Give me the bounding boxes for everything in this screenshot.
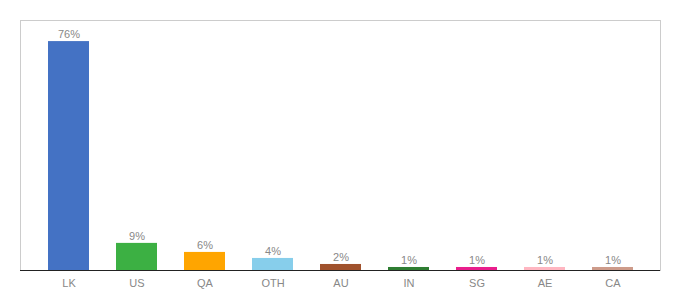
svg-text:1%: 1% xyxy=(401,254,417,266)
svg-text:IN: IN xyxy=(404,277,415,289)
svg-text:4%: 4% xyxy=(265,245,281,257)
svg-text:76%: 76% xyxy=(58,28,80,40)
svg-text:SG: SG xyxy=(469,277,485,289)
svg-text:LK: LK xyxy=(62,277,76,289)
svg-text:9%: 9% xyxy=(129,230,145,242)
svg-text:1%: 1% xyxy=(605,254,621,266)
svg-text:2%: 2% xyxy=(333,251,349,263)
svg-text:QA: QA xyxy=(197,277,214,289)
svg-text:AU: AU xyxy=(333,277,348,289)
svg-text:CA: CA xyxy=(605,277,621,289)
svg-text:AE: AE xyxy=(538,277,553,289)
svg-text:1%: 1% xyxy=(537,254,553,266)
svg-text:6%: 6% xyxy=(197,239,213,251)
svg-text:1%: 1% xyxy=(469,254,485,266)
svg-text:OTH: OTH xyxy=(261,277,284,289)
svg-text:US: US xyxy=(129,277,144,289)
